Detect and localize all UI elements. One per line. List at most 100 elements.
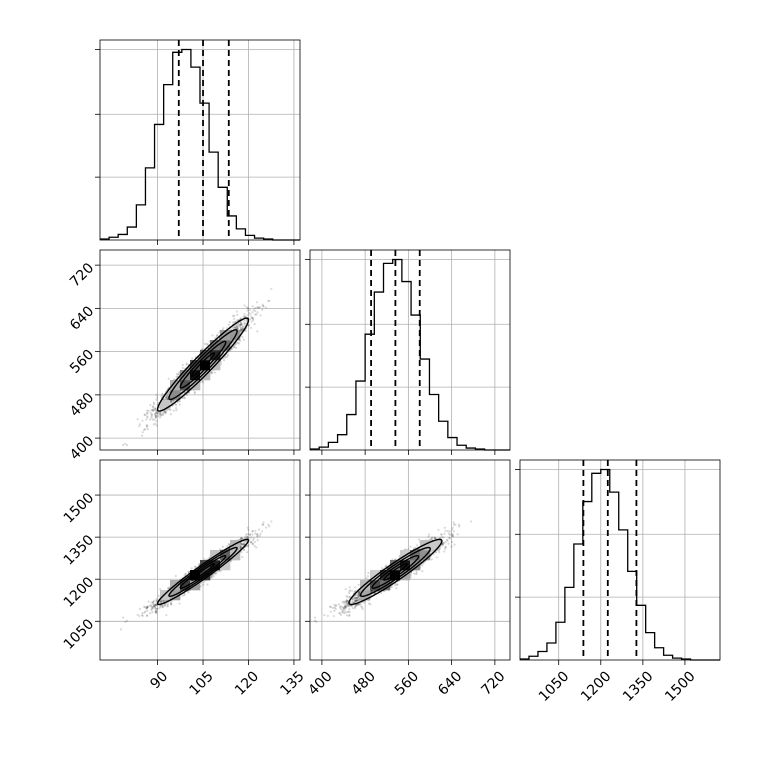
sample-point — [154, 611, 157, 614]
sample-point — [184, 573, 187, 576]
sample-point — [166, 605, 169, 608]
sample-point — [163, 603, 166, 606]
sample-point — [145, 614, 149, 617]
sample-point — [154, 605, 157, 609]
sample-point — [146, 428, 149, 431]
sample-point — [262, 523, 265, 526]
sample-point — [246, 532, 250, 536]
sample-point — [255, 546, 258, 549]
sample-point — [225, 355, 228, 359]
sample-point — [237, 323, 240, 326]
panel-content — [119, 520, 273, 631]
sample-point — [193, 390, 196, 394]
sample-point — [152, 605, 155, 608]
sample-point — [160, 600, 163, 603]
sample-point — [258, 534, 261, 537]
sample-point — [242, 548, 245, 551]
sample-point — [124, 620, 127, 623]
sample-point — [154, 415, 157, 418]
sample-point — [257, 306, 261, 309]
sample-point — [199, 585, 202, 588]
sample-point — [149, 403, 152, 407]
sample-point — [175, 375, 178, 378]
sample-point — [243, 319, 246, 323]
sample-point — [152, 402, 156, 406]
sample-point — [261, 303, 264, 306]
sample-point — [140, 434, 144, 437]
sample-point — [253, 306, 257, 310]
sample-point — [146, 424, 149, 427]
sample-point — [216, 333, 219, 337]
sample-point — [161, 392, 164, 395]
density-cell — [190, 360, 201, 371]
sample-point — [178, 602, 181, 605]
sample-point — [228, 321, 231, 324]
sample-point — [248, 533, 252, 536]
sample-point — [213, 371, 216, 374]
sample-point — [239, 542, 243, 546]
sample-point — [251, 543, 254, 546]
histogram-step — [520, 468, 720, 661]
sample-point — [240, 322, 243, 325]
sample-point — [149, 605, 152, 608]
sample-point — [154, 610, 157, 613]
histogram-panel-3: 1050 1200 1350 1500 — [515, 459, 721, 705]
sample-point — [238, 339, 242, 343]
sample-point — [213, 572, 217, 575]
sample-point — [155, 610, 158, 613]
sample-point — [153, 605, 156, 608]
contour-line — [190, 352, 216, 377]
sample-point — [256, 306, 259, 309]
sample-point — [152, 602, 155, 605]
sample-point — [210, 372, 213, 375]
sample-point — [239, 323, 243, 326]
sample-point — [254, 309, 257, 313]
sample-point — [169, 400, 173, 403]
sample-point — [247, 324, 250, 327]
x-tick-label: 1350 — [620, 668, 657, 705]
sample-point — [145, 607, 148, 610]
sample-point — [155, 393, 158, 396]
sample-point — [245, 329, 248, 333]
sample-point — [126, 619, 129, 622]
sample-point — [239, 317, 242, 320]
sample-point — [239, 537, 243, 540]
x-tick-label: 1200 — [578, 668, 615, 705]
sample-point — [239, 329, 242, 332]
sample-point — [254, 529, 257, 532]
sample-point — [185, 363, 188, 366]
sample-point — [144, 428, 147, 431]
sample-point — [152, 423, 155, 426]
sample-point — [183, 396, 186, 399]
sample-point — [149, 603, 152, 607]
sample-point — [249, 313, 252, 316]
sample-point — [143, 413, 146, 416]
sample-point — [156, 396, 159, 399]
sample-point — [154, 413, 157, 416]
sample-point — [166, 604, 169, 607]
sample-point — [219, 570, 222, 573]
contour-line — [168, 329, 238, 401]
sample-point — [268, 299, 271, 302]
sample-point — [160, 414, 163, 417]
sample-point — [172, 409, 175, 412]
sample-point — [202, 381, 205, 384]
sample-point — [256, 330, 259, 333]
sample-point — [236, 326, 239, 329]
sample-point — [151, 418, 154, 421]
contour-line — [179, 340, 227, 389]
sample-point — [150, 604, 153, 608]
sample-point — [154, 407, 157, 410]
sample-point — [256, 533, 259, 536]
sample-point — [246, 307, 250, 310]
y-tick-label: 560 — [67, 347, 97, 377]
sample-point — [141, 431, 144, 434]
sample-point — [250, 541, 253, 544]
sample-point — [236, 341, 240, 345]
sample-point — [247, 307, 250, 310]
sample-point — [165, 613, 168, 617]
sample-point — [240, 323, 243, 326]
sample-point — [155, 414, 158, 417]
